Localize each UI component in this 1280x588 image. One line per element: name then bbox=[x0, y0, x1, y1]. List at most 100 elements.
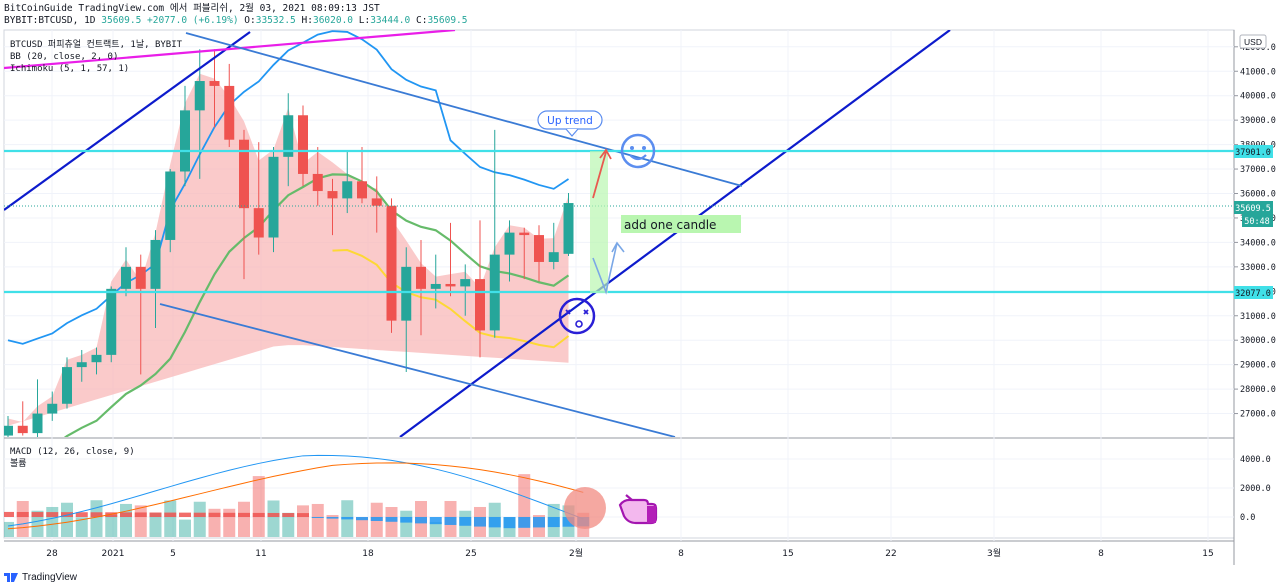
macd-highlight-circle bbox=[564, 487, 606, 529]
volume-bar bbox=[61, 502, 73, 537]
macd-histogram-bar bbox=[208, 512, 221, 517]
drawings[interactable] bbox=[4, 30, 1234, 437]
macd-pane bbox=[4, 454, 590, 537]
svg-text:35609.5: 35609.5 bbox=[1235, 204, 1271, 214]
candle-body bbox=[312, 173, 323, 192]
macd-histogram-bar bbox=[547, 517, 560, 528]
close-value: 35609.5 bbox=[427, 15, 468, 26]
cloud-area bbox=[8, 73, 569, 426]
legend-ichimoku[interactable]: Ichimoku (5, 1, 57, 1) bbox=[10, 64, 129, 74]
macd-histogram-bar bbox=[16, 511, 29, 517]
time-tick-label: 8 bbox=[678, 549, 684, 559]
legend-bb[interactable]: BB (20, close, 2, 0) bbox=[10, 52, 118, 62]
candle-body bbox=[460, 279, 471, 287]
candle-body bbox=[283, 115, 294, 157]
price-tag-support: 32077.0 bbox=[1234, 286, 1273, 299]
macd-histogram-bar bbox=[518, 517, 531, 528]
price-tick-label: 36000.0 bbox=[1240, 190, 1276, 200]
volume-bar bbox=[120, 503, 132, 537]
ichimoku-cloud bbox=[8, 73, 569, 426]
macd-histogram-bar bbox=[282, 513, 295, 517]
candle-body bbox=[62, 367, 72, 404]
volume-bar bbox=[326, 514, 339, 537]
svg-text:add one candle: add one candle bbox=[624, 218, 716, 232]
macd-histogram-bar bbox=[444, 517, 457, 525]
volume-bar bbox=[179, 519, 191, 537]
time-axis: 28 2021 5 11 18 25 2월 8 15 22 3월 8 15 bbox=[46, 547, 1213, 559]
bb-middle-line bbox=[63, 173, 570, 437]
macd-histogram-bar bbox=[75, 512, 88, 517]
volume-bar bbox=[149, 512, 162, 537]
candle-body bbox=[194, 81, 205, 111]
candle-body bbox=[268, 156, 279, 238]
candle-body bbox=[121, 266, 131, 289]
uptrend-bubble: Up trend bbox=[537, 110, 603, 137]
legend-volume[interactable]: 볼륨 bbox=[10, 458, 27, 469]
price-tick-label: 39000.0 bbox=[1240, 116, 1276, 126]
price-change: +2077.0 (+6.19%) bbox=[147, 15, 239, 26]
candle-body bbox=[357, 181, 367, 199]
legend-macd[interactable]: MACD (12, 26, close, 9) bbox=[10, 447, 135, 457]
macd-histogram-bar bbox=[474, 517, 486, 527]
volume-bar bbox=[356, 517, 368, 537]
candle-body bbox=[180, 110, 190, 172]
open-value: 33532.5 bbox=[255, 15, 296, 26]
time-tick-label: 5 bbox=[170, 549, 176, 559]
macd-histogram-bar bbox=[134, 512, 147, 517]
candle-body bbox=[253, 208, 264, 238]
descending-trendline-lower bbox=[159, 303, 676, 437]
macd-histogram-bar bbox=[46, 512, 59, 517]
macd-histogram-bar bbox=[149, 512, 162, 517]
macd-histogram-bar bbox=[238, 512, 250, 517]
volume-bar bbox=[282, 512, 295, 537]
macd-histogram-bar bbox=[488, 517, 501, 528]
candle-body bbox=[91, 354, 102, 363]
candle-body bbox=[327, 191, 338, 199]
time-tick-label: 28 bbox=[46, 549, 58, 559]
time-tick-label: 15 bbox=[782, 549, 793, 559]
macd-histogram-bar bbox=[297, 513, 309, 517]
time-tick-label: 15 bbox=[1202, 549, 1213, 559]
currency-button[interactable]: USD bbox=[1239, 34, 1267, 49]
signal-line bbox=[7, 462, 584, 530]
time-tick-label: 11 bbox=[255, 549, 266, 559]
axes: 27000.028000.029000.030000.031000.032000… bbox=[1234, 43, 1276, 523]
volume-bar bbox=[385, 507, 398, 537]
candle-body bbox=[32, 413, 43, 434]
channel-line-lower bbox=[399, 30, 951, 437]
dizzy-face-icon bbox=[558, 297, 596, 335]
volume-bar bbox=[90, 500, 103, 537]
price-tick-label: 29000.0 bbox=[1240, 361, 1276, 371]
candles bbox=[4, 49, 574, 437]
candle-body bbox=[475, 279, 485, 331]
publish-line: BitCoinGuide TradingView.com 에서 퍼블리쉬, 2월… bbox=[4, 3, 380, 14]
legend-title: BTCUSD 퍼피츄얼 컨트랙트, 1날, BYBIT bbox=[10, 39, 183, 50]
macd-histogram-bar bbox=[400, 517, 413, 523]
macd-histogram-bar bbox=[120, 512, 132, 517]
channel-line-upper bbox=[4, 31, 251, 211]
volume-bar bbox=[267, 500, 280, 537]
candle-body bbox=[150, 239, 161, 289]
volume-bar bbox=[238, 501, 250, 537]
candle-body bbox=[504, 232, 515, 255]
candle-body bbox=[386, 205, 397, 321]
candle-body bbox=[430, 283, 441, 289]
macd-histogram-bar bbox=[90, 512, 103, 517]
macd-histogram-bar bbox=[326, 517, 339, 519]
volume-bar bbox=[193, 501, 206, 537]
volume-bar bbox=[297, 505, 309, 537]
candle-body bbox=[135, 266, 146, 289]
volume-bar bbox=[105, 515, 118, 537]
macd-histogram-bar bbox=[61, 512, 73, 517]
macd-histogram-bar bbox=[415, 517, 427, 524]
volume-bar bbox=[134, 505, 147, 537]
volume-bar bbox=[4, 521, 14, 537]
ohlc-line: BYBIT:BTCUSD, 1D 35609.5 +2077.0 (+6.19%… bbox=[4, 15, 468, 26]
macd-histogram-bar bbox=[429, 517, 442, 525]
time-tick-label: 8 bbox=[1098, 549, 1104, 559]
price-tick-label: 40000.0 bbox=[1240, 92, 1276, 102]
candle-body bbox=[548, 252, 559, 262]
candle-body bbox=[445, 283, 456, 287]
tradingview-logo-icon bbox=[4, 572, 18, 582]
